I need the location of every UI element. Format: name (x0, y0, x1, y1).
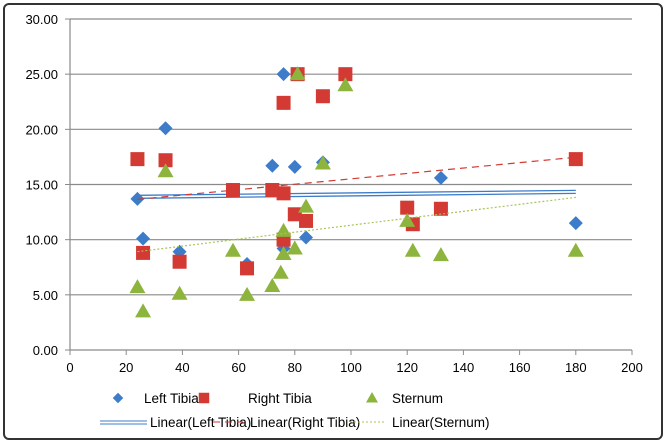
data-point-diamond (172, 244, 187, 259)
x-tick-label: 0 (66, 360, 73, 375)
x-tick-label: 140 (453, 360, 475, 375)
legend-marker-triangle (366, 392, 378, 403)
data-point-triangle (567, 242, 584, 257)
data-point-triangle (224, 242, 241, 257)
data-point-square (338, 67, 353, 82)
data-point-square (276, 95, 291, 110)
data-point-diamond (158, 121, 173, 136)
data-point-diamond (568, 216, 583, 231)
data-point-triangle (286, 240, 303, 255)
legend-label: Right Tibia (248, 391, 312, 406)
legend-label: Left Tibia (144, 391, 199, 406)
data-point-diamond (287, 159, 302, 174)
data-point-triangle (275, 246, 292, 261)
data-point-square (172, 254, 187, 269)
trendline-left-tibia (137, 189, 576, 196)
data-point-diamond (433, 170, 448, 185)
data-point-square (299, 213, 314, 228)
data-point-triangle (171, 285, 188, 300)
x-tick-label: 180 (565, 360, 587, 375)
y-tick-label: 30.00 (25, 12, 58, 27)
data-point-triangle (432, 247, 449, 262)
data-point-diamond (299, 230, 314, 245)
y-tick-label: 0.00 (33, 343, 58, 358)
x-tick-label: 40 (175, 360, 189, 375)
legend-trend-label: Linear(Left Tibia) (150, 415, 251, 430)
data-point-triangle (157, 163, 174, 178)
data-point-triangle (337, 77, 354, 92)
x-tick-label: 20 (119, 360, 133, 375)
data-point-triangle (135, 303, 152, 318)
y-tick-label: 25.00 (25, 67, 58, 82)
data-point-triangle (129, 279, 146, 294)
data-point-triangle (264, 278, 281, 293)
data-point-triangle (314, 155, 331, 170)
legend-trend-label: Linear(Right Tibia) (250, 415, 360, 430)
data-point-square (130, 152, 145, 167)
data-point-triangle (404, 242, 421, 257)
y-tick-label: 10.00 (25, 233, 58, 248)
x-tick-label: 60 (231, 360, 245, 375)
data-point-square (158, 153, 173, 168)
data-point-triangle (298, 198, 315, 213)
data-point-square (240, 261, 255, 276)
trendline-sternum (137, 196, 576, 253)
data-point-square (315, 89, 330, 104)
trendline-left-tibia (137, 192, 576, 199)
legend-label: Sternum (392, 391, 443, 406)
data-point-square (225, 183, 240, 198)
data-point-square (136, 245, 151, 260)
data-point-square (287, 207, 302, 222)
data-point-square (276, 186, 291, 201)
data-point-triangle (275, 222, 292, 237)
x-tick-label: 80 (288, 360, 302, 375)
data-point-square (400, 200, 415, 215)
data-point-triangle (289, 66, 306, 81)
x-tick-label: 200 (621, 360, 643, 375)
y-tick-label: 20.00 (25, 122, 58, 137)
data-point-triangle (239, 286, 256, 301)
x-tick-label: 100 (340, 360, 362, 375)
data-point-triangle (399, 212, 416, 227)
y-tick-label: 15.00 (25, 178, 58, 193)
data-point-square (568, 152, 583, 167)
legend-marker-square (198, 392, 210, 404)
data-point-diamond (136, 231, 151, 246)
x-tick-label: 160 (509, 360, 531, 375)
data-point-diamond (265, 158, 280, 173)
data-point-diamond (276, 67, 291, 82)
x-tick-label: 120 (396, 360, 418, 375)
chart-border (3, 3, 663, 440)
data-point-square (433, 201, 448, 216)
data-point-triangle (272, 264, 289, 279)
legend-marker-diamond (112, 392, 124, 404)
trendline-right-tibia (137, 156, 576, 200)
y-tick-label: 5.00 (33, 288, 58, 303)
legend-trend-label: Linear(Sternum) (392, 415, 490, 430)
